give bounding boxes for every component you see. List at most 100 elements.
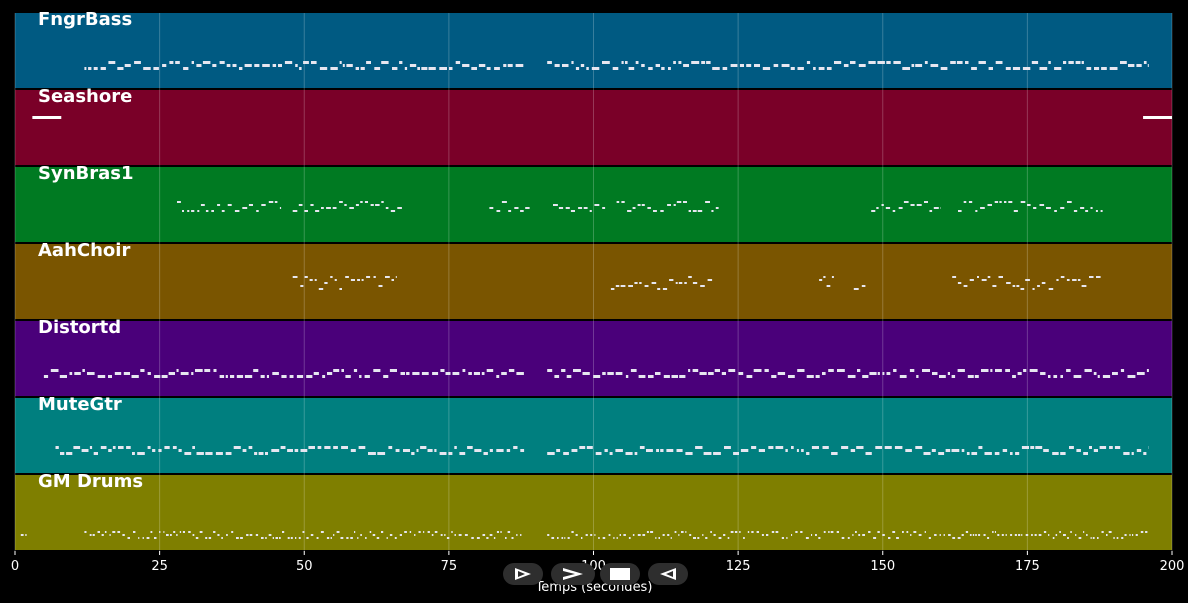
note	[1017, 372, 1022, 375]
note	[205, 537, 208, 539]
note	[370, 204, 374, 206]
note	[1135, 534, 1138, 536]
note	[896, 537, 899, 539]
note	[253, 369, 259, 372]
note	[280, 446, 286, 449]
note	[615, 449, 623, 452]
note	[575, 67, 580, 70]
note	[983, 534, 986, 536]
note	[551, 537, 555, 539]
note	[1090, 207, 1093, 209]
track-lane[interactable]	[15, 398, 1172, 473]
note	[330, 276, 333, 278]
note	[496, 210, 501, 212]
note	[483, 452, 488, 455]
note	[341, 446, 348, 449]
fast-forward-button[interactable]	[551, 563, 595, 585]
note	[520, 210, 524, 212]
note	[373, 276, 376, 278]
note	[893, 369, 897, 372]
note	[922, 369, 930, 372]
note	[963, 201, 967, 203]
note	[828, 369, 834, 372]
note	[474, 449, 482, 452]
note	[439, 67, 447, 70]
note	[434, 449, 437, 452]
note	[786, 537, 788, 539]
track-lane[interactable]	[15, 90, 1172, 165]
note	[333, 446, 338, 449]
note	[975, 534, 977, 536]
note	[350, 537, 353, 539]
note	[595, 452, 602, 455]
note	[486, 537, 489, 539]
note	[196, 64, 202, 67]
track-lane[interactable]	[15, 475, 1172, 550]
note	[965, 61, 969, 64]
note	[118, 446, 124, 449]
track-lane[interactable]	[15, 13, 1172, 88]
note	[183, 67, 189, 70]
note	[1090, 537, 1092, 539]
note	[166, 534, 169, 536]
note	[230, 375, 235, 378]
note	[773, 64, 779, 67]
note	[678, 534, 680, 536]
note	[940, 67, 948, 70]
note	[557, 537, 559, 539]
note	[357, 537, 359, 539]
note	[1012, 375, 1016, 378]
note	[254, 452, 258, 455]
note	[713, 534, 716, 536]
note	[292, 276, 298, 278]
note	[320, 531, 324, 533]
note	[648, 375, 654, 378]
note	[1048, 375, 1051, 378]
track-lane[interactable]	[15, 244, 1172, 319]
note	[254, 64, 260, 67]
note	[310, 204, 314, 206]
note	[1004, 201, 1007, 203]
note	[226, 534, 228, 536]
note	[403, 449, 410, 452]
note	[669, 279, 674, 281]
note	[939, 534, 941, 536]
note	[688, 210, 691, 212]
note	[440, 534, 443, 536]
note	[1033, 207, 1037, 209]
note	[275, 537, 278, 539]
note	[1041, 282, 1046, 284]
note	[1096, 276, 1101, 278]
note	[811, 534, 813, 536]
note	[451, 531, 453, 533]
note	[321, 207, 324, 209]
note	[294, 449, 299, 452]
note	[217, 534, 220, 536]
note	[221, 537, 223, 539]
note	[714, 369, 720, 372]
note	[200, 204, 205, 206]
note	[66, 452, 73, 455]
note	[841, 446, 849, 449]
rewind-button[interactable]	[648, 563, 688, 585]
note	[240, 537, 243, 539]
track-lane[interactable]	[15, 321, 1172, 396]
note	[623, 534, 626, 536]
note	[722, 67, 728, 70]
play-button[interactable]	[503, 563, 543, 585]
note	[688, 276, 692, 278]
note	[117, 67, 124, 70]
track-lane[interactable]	[15, 167, 1172, 242]
note	[341, 369, 344, 372]
stop-button[interactable]	[600, 563, 640, 585]
note	[1022, 67, 1031, 70]
note	[513, 446, 518, 449]
note	[547, 452, 555, 455]
note	[621, 61, 624, 64]
note	[899, 375, 907, 378]
note	[213, 369, 217, 372]
note	[60, 452, 65, 455]
note	[383, 375, 389, 378]
note	[515, 64, 524, 67]
